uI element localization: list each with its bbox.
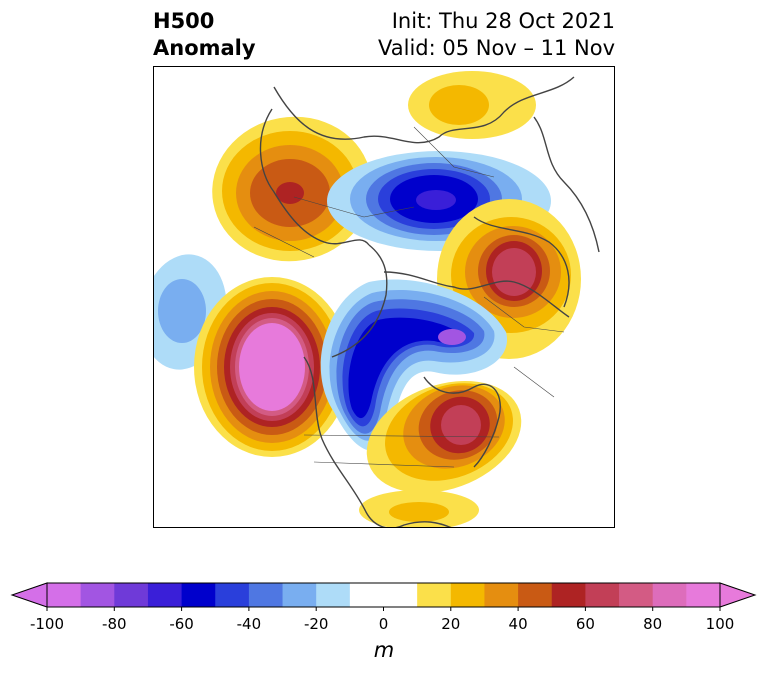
anomaly-bottom-positive bbox=[359, 490, 479, 527]
anomaly-top-positive bbox=[408, 71, 536, 139]
colorbar-bin bbox=[80, 583, 115, 607]
anomaly-map bbox=[153, 66, 615, 528]
colorbar-extend-max bbox=[719, 582, 757, 608]
colorbar-bin bbox=[114, 583, 149, 607]
colorbar-bin bbox=[316, 583, 351, 607]
anomaly-north-pacific-positive bbox=[194, 277, 350, 457]
colorbar-bin bbox=[585, 583, 620, 607]
colorbar-tick-label: 20 bbox=[441, 615, 461, 633]
colorbar-bin bbox=[147, 583, 183, 607]
colorbar-tick-label: 40 bbox=[508, 615, 528, 633]
colorbar-bin bbox=[383, 583, 418, 607]
title-field: Anomaly bbox=[153, 36, 256, 60]
colorbar bbox=[0, 575, 768, 619]
colorbar-tick-label: -40 bbox=[236, 615, 262, 633]
coastlines bbox=[259, 76, 600, 527]
valid-range: Valid: 05 Nov – 11 Nov bbox=[378, 36, 615, 60]
anomaly-map-svg bbox=[154, 71, 600, 527]
colorbar-tick-label: 80 bbox=[643, 615, 663, 633]
colorbar-bin bbox=[450, 583, 485, 607]
colorbar-bin bbox=[551, 583, 586, 607]
colorbar-bin bbox=[652, 583, 687, 607]
colorbar-bin bbox=[619, 583, 654, 607]
colorbar-units: m bbox=[373, 638, 395, 662]
colorbar-tick-label: 100 bbox=[705, 615, 735, 633]
anomaly-central-negative bbox=[320, 279, 508, 451]
colorbar-tick-label: 0 bbox=[378, 615, 389, 633]
colorbar-tick-label: -80 bbox=[102, 615, 127, 633]
colorbar-bin bbox=[417, 583, 452, 607]
colorbar-bin bbox=[248, 583, 284, 607]
colorbar-tick-label: -60 bbox=[169, 615, 194, 633]
colorbar-tick-label: -100 bbox=[29, 615, 65, 633]
map-dates: Init: Thu 28 Oct 2021 Valid: 05 Nov – 11… bbox=[378, 8, 615, 62]
colorbar-bin bbox=[215, 583, 250, 607]
title-variable: H500 bbox=[153, 9, 215, 33]
colorbar-bin bbox=[282, 583, 317, 607]
colorbar-bin bbox=[181, 583, 216, 607]
colorbar-extend-min bbox=[10, 582, 48, 608]
map-title: H500 Anomaly bbox=[153, 8, 256, 62]
colorbar-tick-label: -20 bbox=[303, 615, 329, 633]
colorbar-svg bbox=[10, 582, 757, 611]
colorbar-bin bbox=[47, 583, 82, 607]
anomaly-northwest-positive bbox=[212, 116, 372, 262]
colorbar-bin bbox=[484, 583, 519, 607]
colorbar-bin bbox=[349, 583, 384, 607]
init-date: Init: Thu 28 Oct 2021 bbox=[391, 9, 615, 33]
political-borders bbox=[253, 126, 565, 468]
colorbar-tick-label: 60 bbox=[575, 615, 595, 633]
colorbar-bin bbox=[518, 583, 553, 607]
colorbar-bin bbox=[686, 583, 721, 607]
